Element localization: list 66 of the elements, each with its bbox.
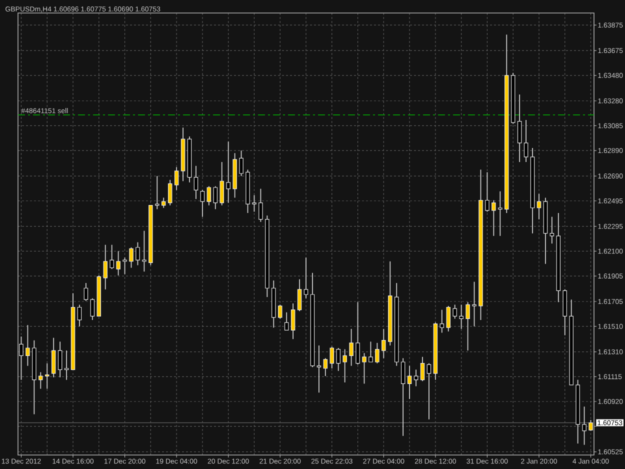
candlestick [103, 244, 108, 290]
candlestick [407, 365, 412, 400]
candlestick [349, 328, 354, 366]
candlestick [297, 278, 302, 312]
candlestick [239, 150, 244, 176]
candlestick [414, 369, 418, 387]
candlestick [375, 342, 380, 364]
candlestick [122, 257, 127, 275]
candlestick [485, 172, 490, 212]
candlestick [129, 246, 134, 268]
candlestick [426, 362, 432, 420]
candlestick [304, 257, 308, 299]
candlestick [498, 190, 502, 236]
candlestick [466, 302, 470, 351]
candlestick [323, 358, 328, 376]
candlestick [362, 352, 366, 384]
candlestick [252, 194, 256, 212]
candlestick [84, 282, 88, 302]
candlestick [110, 244, 114, 270]
candlestick [77, 304, 82, 327]
candlestick [226, 141, 230, 204]
candlestick [342, 348, 347, 383]
candlestick [524, 120, 528, 162]
candlestick [550, 216, 554, 244]
candlestick [142, 230, 146, 272]
candlestick [382, 328, 386, 359]
candlestick [330, 346, 334, 369]
candlestick [440, 309, 444, 334]
candlestick [58, 341, 62, 378]
candlestick [492, 200, 496, 236]
candlestick [517, 94, 522, 162]
candlestick [19, 336, 24, 380]
candlestick [446, 306, 450, 332]
candlestick [64, 350, 69, 380]
candlestick [45, 362, 50, 390]
candlestick [136, 242, 140, 266]
candlestick [588, 420, 593, 432]
candlestick [90, 298, 95, 320]
candlestick [336, 348, 340, 372]
candlestick [168, 179, 172, 206]
candlestick [284, 312, 289, 331]
candlestick [200, 190, 205, 218]
candlestick [162, 197, 166, 208]
candlestick [206, 186, 212, 206]
candlestick [194, 165, 198, 200]
candlestick [220, 162, 224, 206]
candlestick [258, 188, 263, 222]
candlestick [26, 324, 30, 366]
candlestick [400, 358, 406, 436]
candlestick [116, 250, 120, 276]
candlestick [459, 304, 464, 330]
candlestick [368, 341, 373, 362]
candlestick [38, 372, 43, 390]
candlestick [582, 406, 586, 446]
candlestick [536, 193, 542, 220]
candlestick [278, 304, 282, 320]
candlestick [316, 345, 322, 394]
candlestick [420, 356, 425, 382]
candlestick [155, 176, 160, 210]
candlestick [213, 186, 218, 210]
candlestick [51, 337, 56, 378]
candlestick [356, 302, 360, 366]
candlestick [452, 304, 457, 320]
candlestick [472, 281, 476, 327]
candlestick [174, 166, 179, 190]
candlestick [290, 302, 296, 340]
